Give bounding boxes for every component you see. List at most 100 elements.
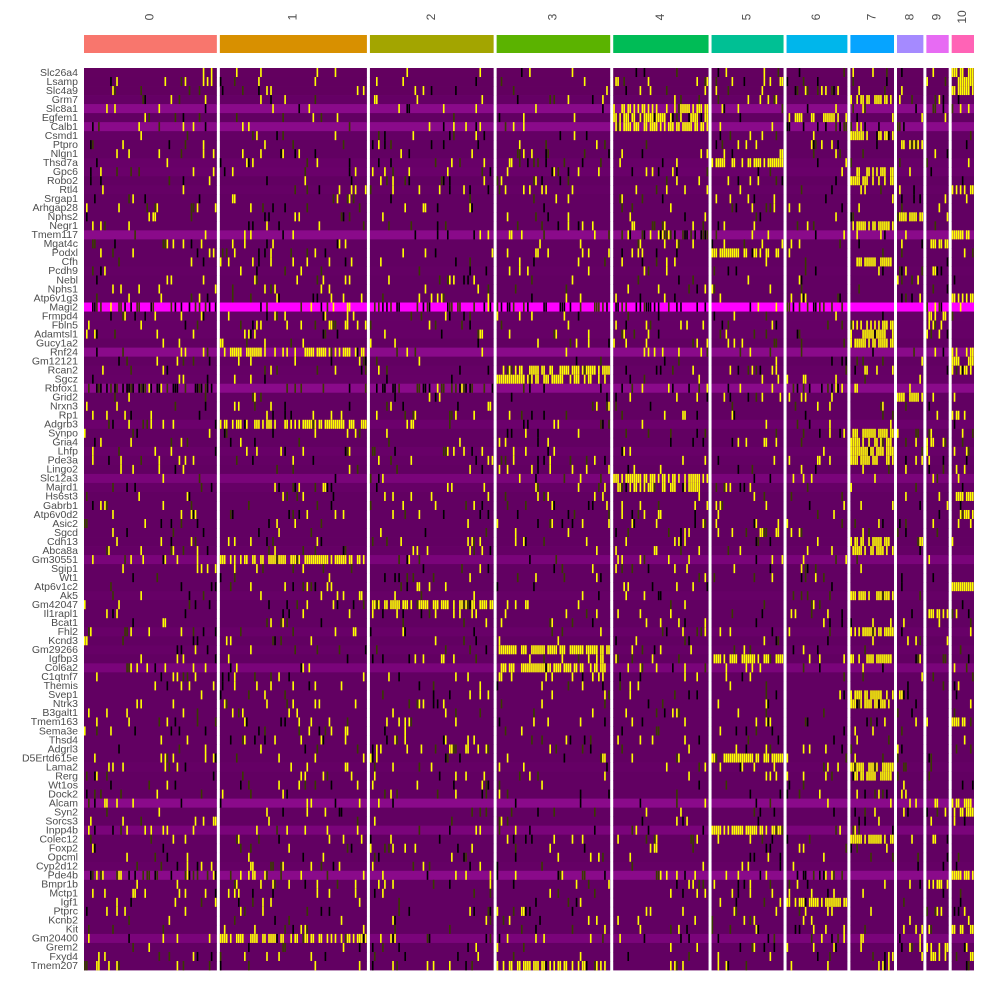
cluster-bar-9 (926, 35, 949, 53)
heatmap-cell-mark (749, 302, 752, 312)
heatmap-cell-Fbln5-4 (613, 320, 709, 330)
heatmap-cell-Cfh-4 (613, 257, 709, 267)
heatmap-cell-mark (827, 609, 829, 619)
heatmap-cell-mark (250, 789, 252, 800)
heatmap-cell-mark (856, 555, 858, 565)
heatmap-cell-Magi2-9 (926, 302, 949, 312)
heatmap-cell-mark (802, 473, 805, 484)
heatmap-cell-mark (608, 789, 610, 800)
heatmap-cell-mark (625, 302, 628, 312)
heatmap-cell-mark (676, 753, 678, 763)
heatmap-cell-mark (591, 95, 594, 105)
heatmap-cell-mark (555, 374, 558, 385)
heatmap-cell-mark (812, 131, 815, 141)
heatmap-cell-mark (591, 221, 594, 231)
heatmap-cell-mark (717, 221, 720, 231)
heatmap-cell-mark (298, 555, 301, 565)
heatmap-cell-Nphs2-6 (786, 212, 848, 222)
heatmap-cell-mark (529, 185, 531, 195)
heatmap-cell-mark (755, 212, 758, 222)
heatmap-cell-mark (496, 374, 499, 385)
heatmap-cell-mark (921, 212, 923, 222)
heatmap-row-Asic2 (84, 519, 974, 529)
heatmap-cell-mark (723, 248, 726, 258)
heatmap-cell-mark (694, 473, 696, 484)
heatmap-cell-mark (508, 329, 511, 339)
heatmap-cell-mark (625, 708, 628, 718)
heatmap-cell-mark (645, 807, 648, 818)
heatmap-cell-mark (771, 573, 774, 583)
heatmap-cell-Slc8a1-8 (897, 104, 924, 114)
heatmap-cell-mark (765, 744, 768, 754)
heatmap-cell-mark (645, 122, 648, 132)
heatmap-cell-mark (500, 77, 503, 87)
heatmap-cell-mark (148, 627, 151, 637)
heatmap-cell-B3galt1-1 (219, 708, 367, 718)
heatmap-cell-mark (715, 654, 718, 664)
heatmap-cell-Egfem1-5 (711, 113, 784, 123)
heatmap-cell-mark (909, 392, 911, 403)
heatmap-cell-mark (469, 311, 471, 321)
heatmap-cell-mark (146, 419, 149, 430)
heatmap-cell-mark (533, 257, 535, 267)
heatmap-cell-mark (759, 95, 762, 105)
heatmap-cell-mark (120, 789, 122, 800)
heatmap-cell-mark (254, 555, 256, 565)
heatmap-cell-mark (591, 564, 594, 574)
heatmap-cell-mark (156, 789, 159, 800)
heatmap-cell-mark (543, 645, 545, 655)
heatmap-cell-Alcam-10 (951, 798, 974, 809)
heatmap-cell-mark (735, 266, 738, 276)
heatmap-cell-Atp6v1g3-5 (711, 293, 784, 303)
heatmap-cell-mark (294, 149, 296, 159)
heatmap-cell-mark (837, 113, 839, 123)
heatmap-cell-mark (254, 735, 256, 745)
heatmap-cell-mark (663, 239, 666, 249)
heatmap-cell-mark (242, 708, 244, 718)
heatmap-cell-mark (882, 221, 884, 231)
heatmap-cell-mark (358, 798, 361, 809)
heatmap-cell-mark (735, 248, 738, 258)
heatmap-cell-mark (158, 455, 161, 466)
heatmap-cell-mark (649, 302, 652, 312)
heatmap-cell-mark (510, 645, 513, 655)
heatmap-cell-Adgrb3-8 (897, 419, 924, 430)
heatmap-cell-mark (520, 365, 523, 376)
heatmap-cell-Sorcs3-5 (711, 816, 784, 827)
heatmap-cell-mark (860, 690, 862, 700)
heatmap-cell-mark (116, 77, 118, 87)
heatmap-cell-mark (721, 500, 724, 511)
heatmap-cell-mark (698, 735, 701, 745)
heatmap-cell-Gm29266-2 (369, 645, 494, 655)
heatmap-cell-mark (561, 645, 564, 655)
heatmap-cell-mark (529, 654, 531, 664)
heatmap-cell-mark (344, 726, 347, 736)
heatmap-cell-mark (884, 428, 886, 439)
heatmap-cell-Svep1-1 (219, 690, 367, 700)
heatmap-cell-mark (880, 546, 882, 556)
heatmap-cell-mark (453, 654, 455, 664)
heatmap-cell-Negr1-10 (951, 221, 974, 231)
heatmap-cell-Podxl-6 (786, 248, 848, 258)
heatmap-cell-mark (92, 122, 94, 132)
heatmap-cell-mark (360, 365, 363, 376)
heatmap-cell-mark (659, 230, 662, 240)
heatmap-cell-Nrxn3-1 (219, 401, 367, 412)
heatmap-cell-mark (563, 663, 566, 673)
heatmap-cell-mark (508, 645, 511, 655)
heatmap-cell-mark (555, 645, 558, 655)
heatmap-cell-Slc4a9-7 (850, 86, 895, 96)
heatmap-cell-mark (688, 473, 690, 484)
heatmap-cell-mark (963, 248, 966, 258)
heatmap-cell-mark (655, 546, 658, 556)
heatmap-cell-mark (446, 482, 449, 493)
heatmap-cell-mark (639, 482, 642, 493)
heatmap-cell-mark (138, 167, 140, 177)
heatmap-cell-mark (971, 582, 974, 592)
heatmap-cell-mark (814, 140, 817, 150)
heatmap-cell-C1qtnf7-0 (84, 672, 217, 682)
heatmap-cell-mark (938, 302, 941, 312)
heatmap-cell-mark (921, 537, 923, 547)
heatmap-cell-mark (903, 690, 905, 700)
heatmap-cell-mark (158, 284, 161, 294)
